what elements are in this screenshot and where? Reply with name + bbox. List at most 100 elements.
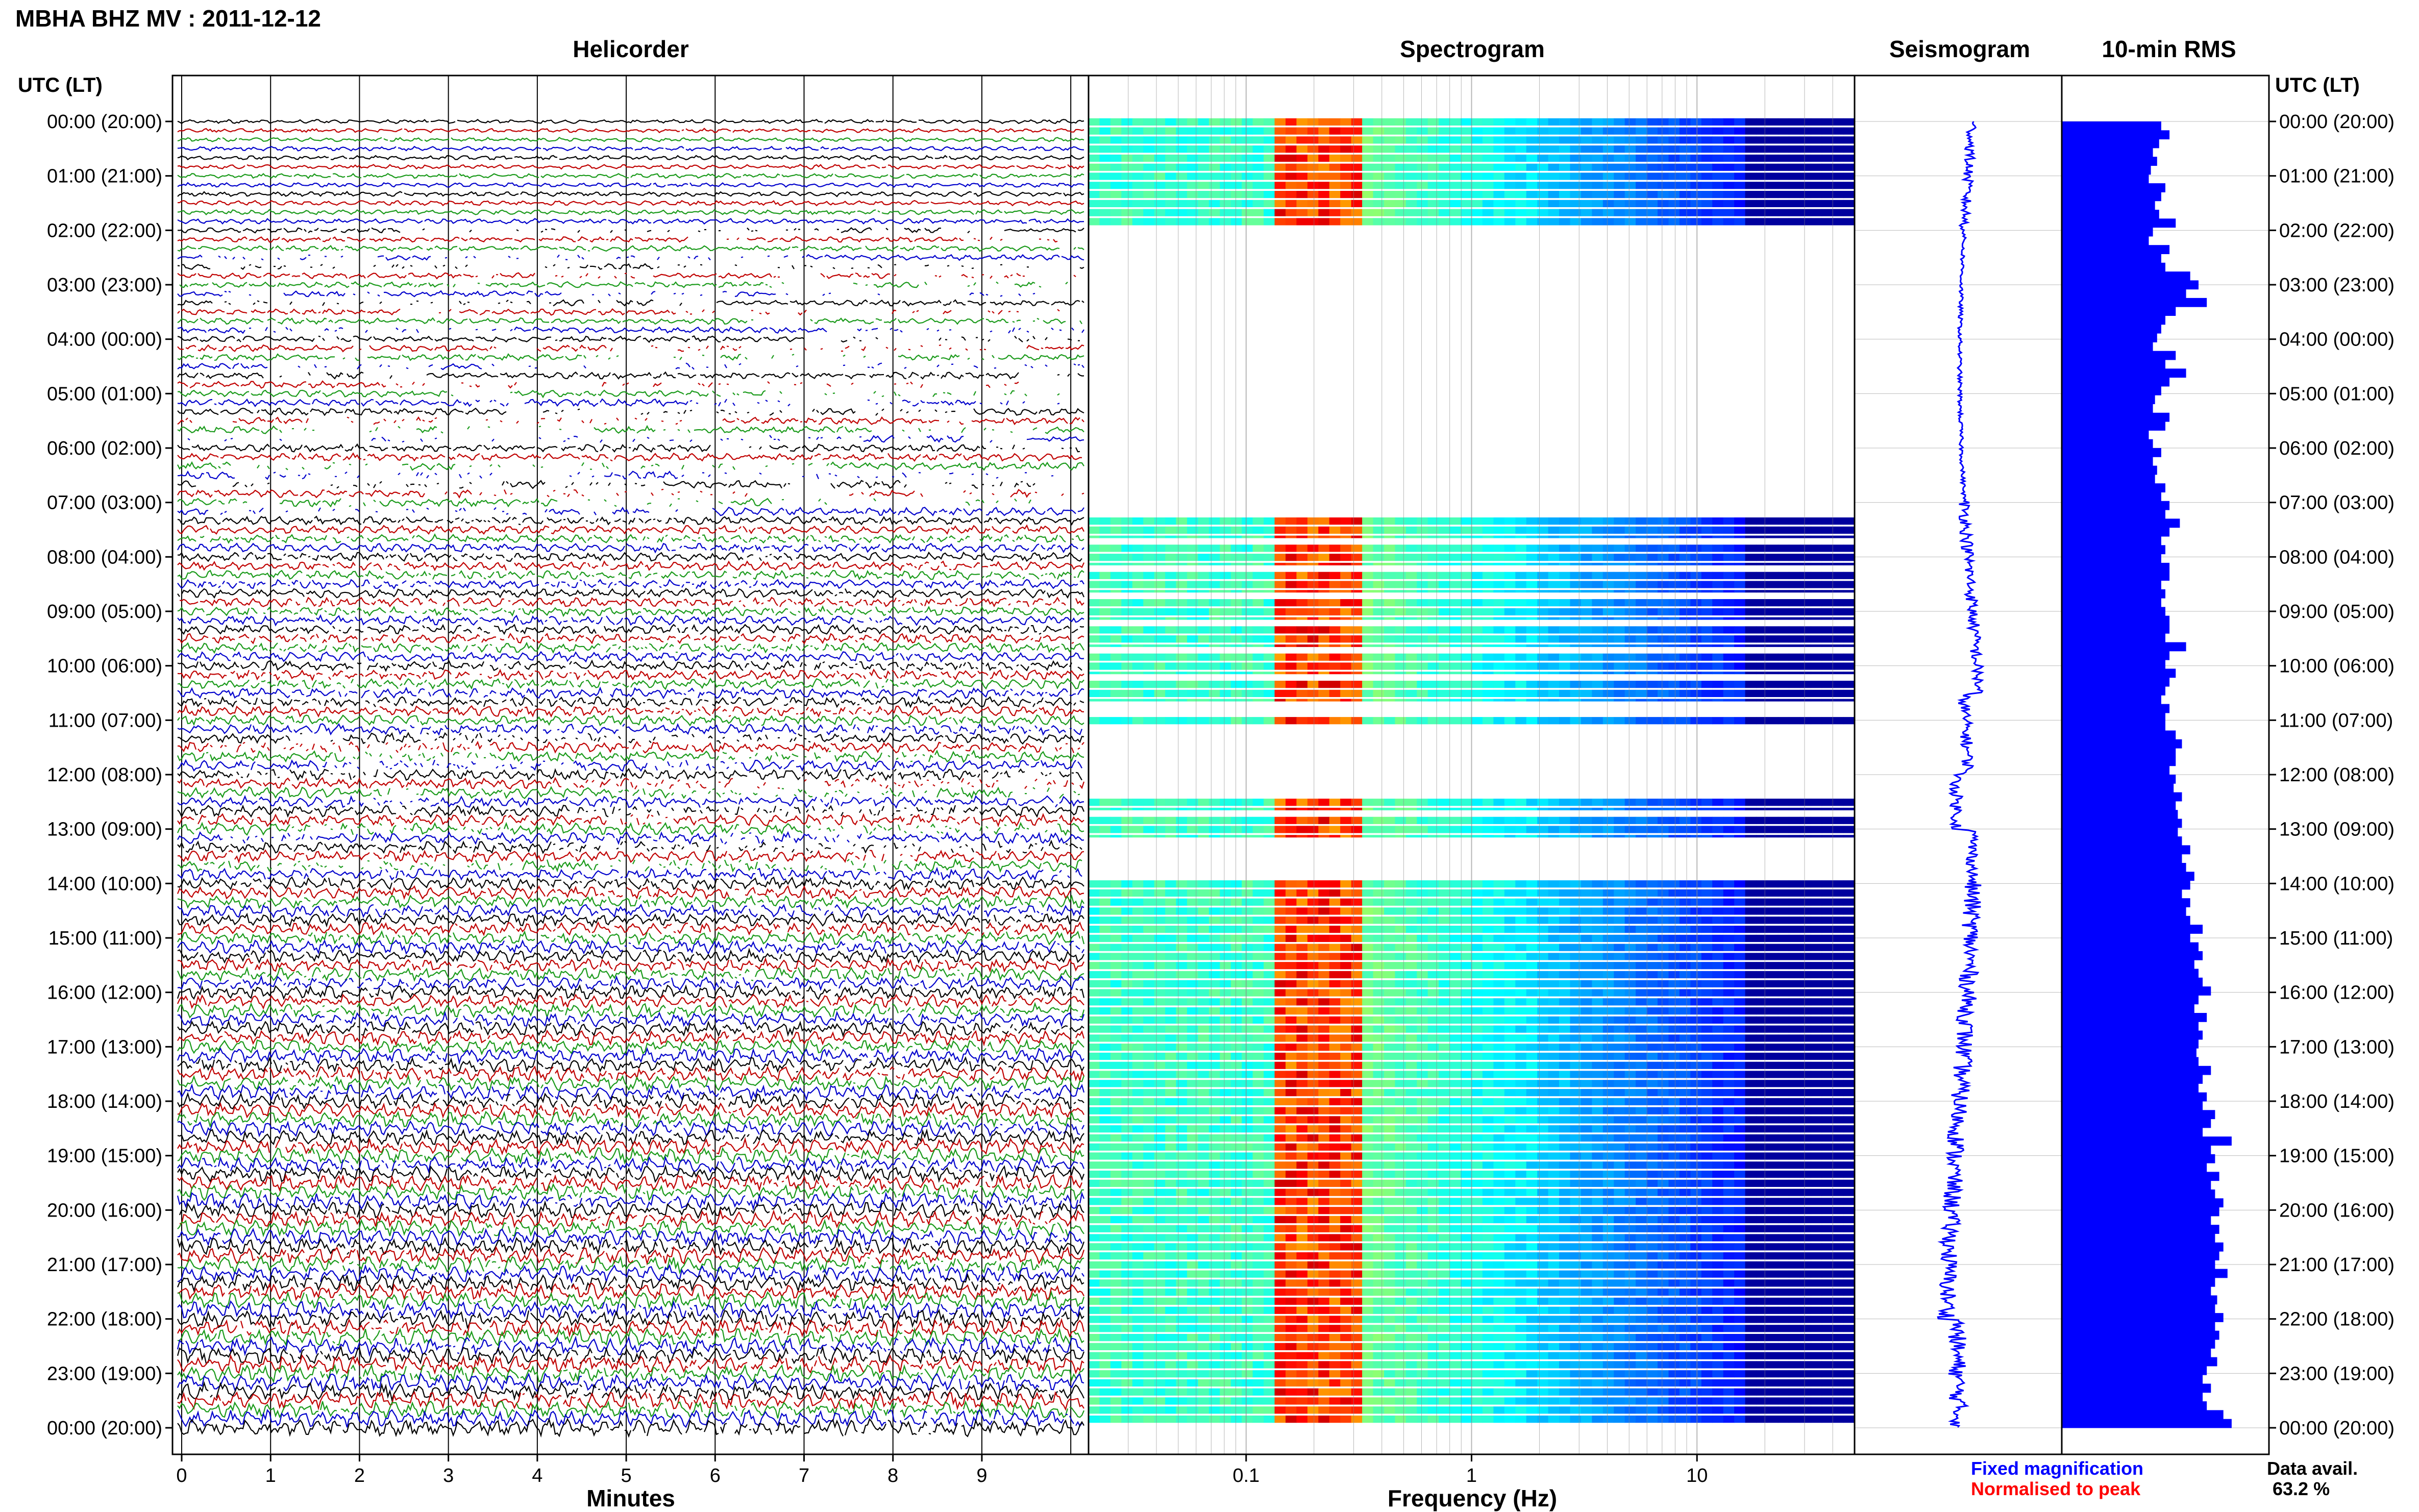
spectrogram-cell <box>1471 599 1483 607</box>
spectrogram-cell <box>1274 1034 1286 1042</box>
spectrogram-cell <box>1636 653 1647 661</box>
spectrogram-cell <box>1624 907 1636 915</box>
spectrogram-cell <box>1745 1107 1757 1114</box>
spectrogram-cell <box>1526 944 1538 951</box>
spectrogram-cell <box>1286 544 1297 552</box>
spectrogram-cell <box>1274 182 1286 189</box>
spectrogram-cell <box>1110 916 1122 924</box>
spectrogram-cell <box>1811 572 1822 579</box>
spectrogram-cell <box>1099 1071 1111 1078</box>
spectrogram-cell <box>1340 200 1352 207</box>
spectrogram-cell <box>1318 971 1330 979</box>
spectrogram-cell <box>1602 916 1614 924</box>
spectrogram-cell <box>1417 916 1428 924</box>
spectrogram-cell <box>1658 1134 1669 1142</box>
page-title: MBHA BHZ MV : 2011-12-12 <box>15 5 321 32</box>
spectrogram-cell <box>1559 590 1570 593</box>
spectrogram-cell <box>1351 590 1363 593</box>
spectrogram-cell <box>1121 127 1133 135</box>
spectrogram-cell <box>1602 980 1614 987</box>
spectrogram-cell <box>1307 1125 1319 1133</box>
spectrogram-cell <box>1208 1025 1220 1033</box>
spectrogram-cell <box>1811 154 1822 162</box>
spectrogram-cell <box>1570 1116 1582 1124</box>
spectrogram-cell <box>1286 608 1297 615</box>
spectrogram-cell <box>1811 635 1822 643</box>
spectrogram-cell <box>1548 644 1560 647</box>
spectrogram-cell <box>1767 1080 1779 1087</box>
spectrogram-cell <box>1646 934 1658 942</box>
spectrogram-cell <box>1274 1061 1286 1069</box>
spectrogram-cell <box>1252 635 1264 643</box>
spectrogram-cell <box>1208 1134 1220 1142</box>
spectrogram-cell <box>1636 526 1647 534</box>
spectrogram-cell <box>1504 127 1516 135</box>
spectrogram-cell <box>1767 807 1779 810</box>
spectrogram-cell <box>1821 191 1833 199</box>
helicorder-trace <box>177 894 1084 909</box>
spectrogram-cell <box>1756 962 1767 970</box>
spectrogram-cell <box>1449 934 1461 942</box>
spectrogram-cell <box>1449 136 1461 144</box>
spectrogram-cell <box>1745 1025 1757 1033</box>
spectrogram-cell <box>1208 635 1220 643</box>
spectrogram-cell <box>1110 1125 1122 1133</box>
spectrogram-cell <box>1811 926 1822 933</box>
spectrogram-cell <box>1089 1089 1100 1097</box>
spectrogram-cell <box>1132 118 1144 126</box>
spectrogram-cell <box>1581 1080 1592 1087</box>
spectrogram-cell <box>1778 653 1789 661</box>
spectrogram-cell <box>1110 807 1122 810</box>
spectrogram-cell <box>1789 1044 1800 1051</box>
spectrogram-cell <box>1362 118 1374 126</box>
spectrogram-cell <box>1242 209 1253 216</box>
spectrogram-cell <box>1821 136 1833 144</box>
spectrogram-cell <box>1132 182 1144 189</box>
spectrogram-cell <box>1821 672 1833 675</box>
spectrogram-cell <box>1679 172 1691 180</box>
spectrogram-cell <box>1515 662 1527 670</box>
spectrogram-cell <box>1187 172 1198 180</box>
spectrogram-cell <box>1624 635 1636 643</box>
spectrogram-cell <box>1329 953 1341 960</box>
spectrogram-cell <box>1679 136 1691 144</box>
spectrogram-cell <box>1559 1016 1570 1024</box>
spectrogram-cell <box>1439 1016 1450 1024</box>
spectrogram-cell <box>1296 562 1308 565</box>
spectrogram-cell <box>1318 926 1330 933</box>
helicorder-trace <box>177 714 1084 727</box>
helicorder-x-tick-label: 9 <box>976 1465 987 1486</box>
spectrogram-cell <box>1701 145 1713 153</box>
spectrogram-cell <box>1362 944 1374 951</box>
spectrogram-cell <box>1198 517 1210 525</box>
spectrogram-cell <box>1187 590 1198 593</box>
spectrogram-cell <box>1439 554 1450 561</box>
spectrogram-cell <box>1690 653 1702 661</box>
spectrogram-cell <box>1614 572 1625 579</box>
spectrogram-cell <box>1821 182 1833 189</box>
spectrogram-cell <box>1493 191 1505 199</box>
spectrogram-cell <box>1449 200 1461 207</box>
spectrogram-cell <box>1614 926 1625 933</box>
spectrogram-cell <box>1515 889 1527 897</box>
spectrogram-cell <box>1405 599 1417 607</box>
spectrogram-cell <box>1384 944 1395 951</box>
spectrogram-cell <box>1242 554 1253 561</box>
spectrogram-cell <box>1384 182 1395 189</box>
spectrogram-cell <box>1504 517 1516 525</box>
spectrogram-cell <box>1449 889 1461 897</box>
spectrogram-cell <box>1242 944 1253 951</box>
spectrogram-cell <box>1252 562 1264 565</box>
spectrogram-cell <box>1636 971 1647 979</box>
spectrogram-cell <box>1821 1034 1833 1042</box>
spectrogram-cell <box>1493 1071 1505 1078</box>
spectrogram-cell <box>1099 562 1111 565</box>
spectrogram-cell <box>1449 816 1461 824</box>
spectrogram-cell <box>1395 517 1406 525</box>
spectrogram-cell <box>1143 826 1155 833</box>
spectrogram-cell <box>1351 1134 1363 1142</box>
spectrogram-cell <box>1504 1044 1516 1051</box>
spectrogram-cell <box>1286 209 1297 216</box>
spectrogram-cell <box>1789 681 1800 688</box>
spectrogram-cell <box>1296 816 1308 824</box>
